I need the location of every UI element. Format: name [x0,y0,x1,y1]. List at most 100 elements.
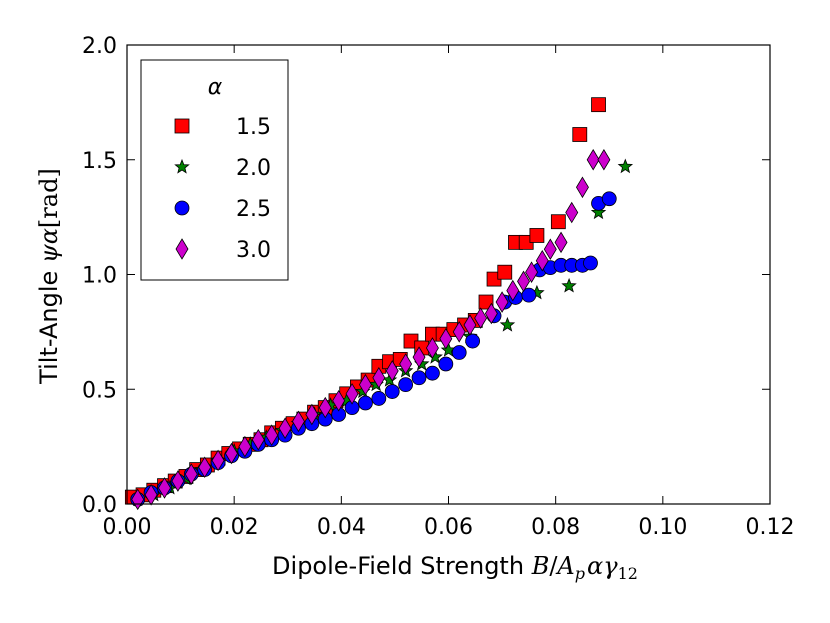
data-point-diamond [292,410,305,433]
x-tick-label: 0.02 [210,515,259,540]
data-point-diamond [439,327,453,350]
data-point-square [478,294,494,310]
data-point-square [497,264,513,280]
x-tick-label: 0.06 [424,515,473,540]
x-axis-math-slash: / [549,552,558,580]
data-point-diamond [211,449,225,472]
y-axis-math-psi-alpha: ψα [35,228,63,263]
data-point-circle [371,391,387,406]
x-axis-math-12: 12 [618,564,638,583]
data-point-diamond [305,403,319,426]
data-point-diamond [158,477,171,499]
data-point-circle [465,333,481,349]
data-point-star [499,316,516,332]
data-point-diamond [565,201,579,224]
data-point-diamond [318,396,332,419]
data-point-star [590,204,607,220]
data-point-diamond [506,279,520,302]
legend: α 1.5 2.0 2.5 3.0 [140,59,289,281]
legend-label: 1.5 [236,115,271,140]
y-tick-label: 0.5 [82,378,117,403]
x-axis-math-alpha: α [587,552,603,580]
data-point-circle [438,356,454,372]
data-point-star [617,158,634,174]
y-axis-label: Tilt-Angle ψα[rad] [35,168,63,385]
x-axis-math-a: A [555,552,574,580]
data-point-circle [425,365,440,381]
series-3.0 [131,148,611,511]
plot-area [124,97,634,511]
data-point-diamond [597,148,611,171]
x-axis-math-p: p [575,564,585,583]
legend-marker-star [174,158,190,174]
data-point-diamond [358,373,372,396]
data-point-diamond [251,428,265,451]
data-point-diamond [399,353,413,375]
x-tick-label: 0.10 [638,515,687,540]
data-point-circle [583,255,598,271]
y-tick-label: 0.0 [82,493,117,518]
data-point-circle [411,370,427,386]
legend-label: 2.0 [236,156,271,181]
x-axis-label-text: Dipole-Field Strength [272,552,532,580]
data-point-circle [384,384,400,399]
data-point-diamond [171,470,185,492]
data-point-diamond [543,238,557,261]
y-tick-label: 1.5 [82,149,117,174]
data-point-square [572,127,588,142]
data-point-diamond [265,424,279,446]
legend-marker-square [174,118,190,134]
data-point-diamond [412,346,426,368]
data-point-diamond [332,389,346,412]
legend-box [140,59,289,281]
data-point-square [550,214,566,230]
data-point-diamond [517,270,530,293]
x-axis-math-gamma: γ [603,552,618,580]
data-point-diamond [554,231,568,254]
legend-marker-diamond [175,238,189,260]
data-point-diamond [278,417,292,440]
x-tick-label: 0.12 [746,515,795,540]
data-point-star [561,277,577,293]
data-point-diamond [372,366,386,389]
data-point-square [591,97,606,113]
plot-frame [126,44,771,505]
data-point-square [529,228,545,243]
data-point-diamond [345,383,359,405]
x-tick-label: 0.04 [317,515,366,540]
data-point-diamond [484,302,498,325]
data-point-diamond [198,456,212,479]
data-point-diamond [238,435,252,458]
legend-marker-circle [174,200,190,216]
data-point-diamond [474,307,488,329]
legend-label: 3.0 [236,238,271,263]
legend-label: 2.5 [236,197,271,222]
x-axis-label: Dipole-Field Strength B/Apαγ12 [272,552,638,583]
data-point-diamond [586,148,600,171]
data-point-circle [451,345,467,360]
data-point-diamond [525,261,539,283]
x-axis: 0.00 0.02 0.04 0.06 0.08 0.10 0.12 [103,45,795,540]
data-point-diamond [463,314,477,336]
legend-entries: 1.5 2.0 2.5 3.0 [174,115,271,263]
data-point-circle [398,377,414,393]
y-tick-label: 1.0 [82,264,117,289]
y-tick-label: 2.0 [82,34,117,59]
y-axis-math-rad: [rad] [35,168,63,228]
x-tick-label: 0.08 [531,515,580,540]
data-point-circle [601,191,617,207]
data-point-diamond [225,442,238,465]
data-point-diamond [495,291,509,313]
data-point-diamond [425,337,439,359]
y-axis-label-text: Tilt-Angle [35,263,63,385]
data-point-diamond [184,463,198,485]
data-point-star [427,349,443,364]
data-point-circle [358,395,373,411]
data-point-diamond [144,484,158,506]
x-axis-math-b: B [531,552,550,580]
data-point-diamond [575,176,589,199]
data-point-diamond [535,249,549,272]
x-tick-label: 0.00 [103,515,152,540]
data-point-diamond [452,321,466,343]
